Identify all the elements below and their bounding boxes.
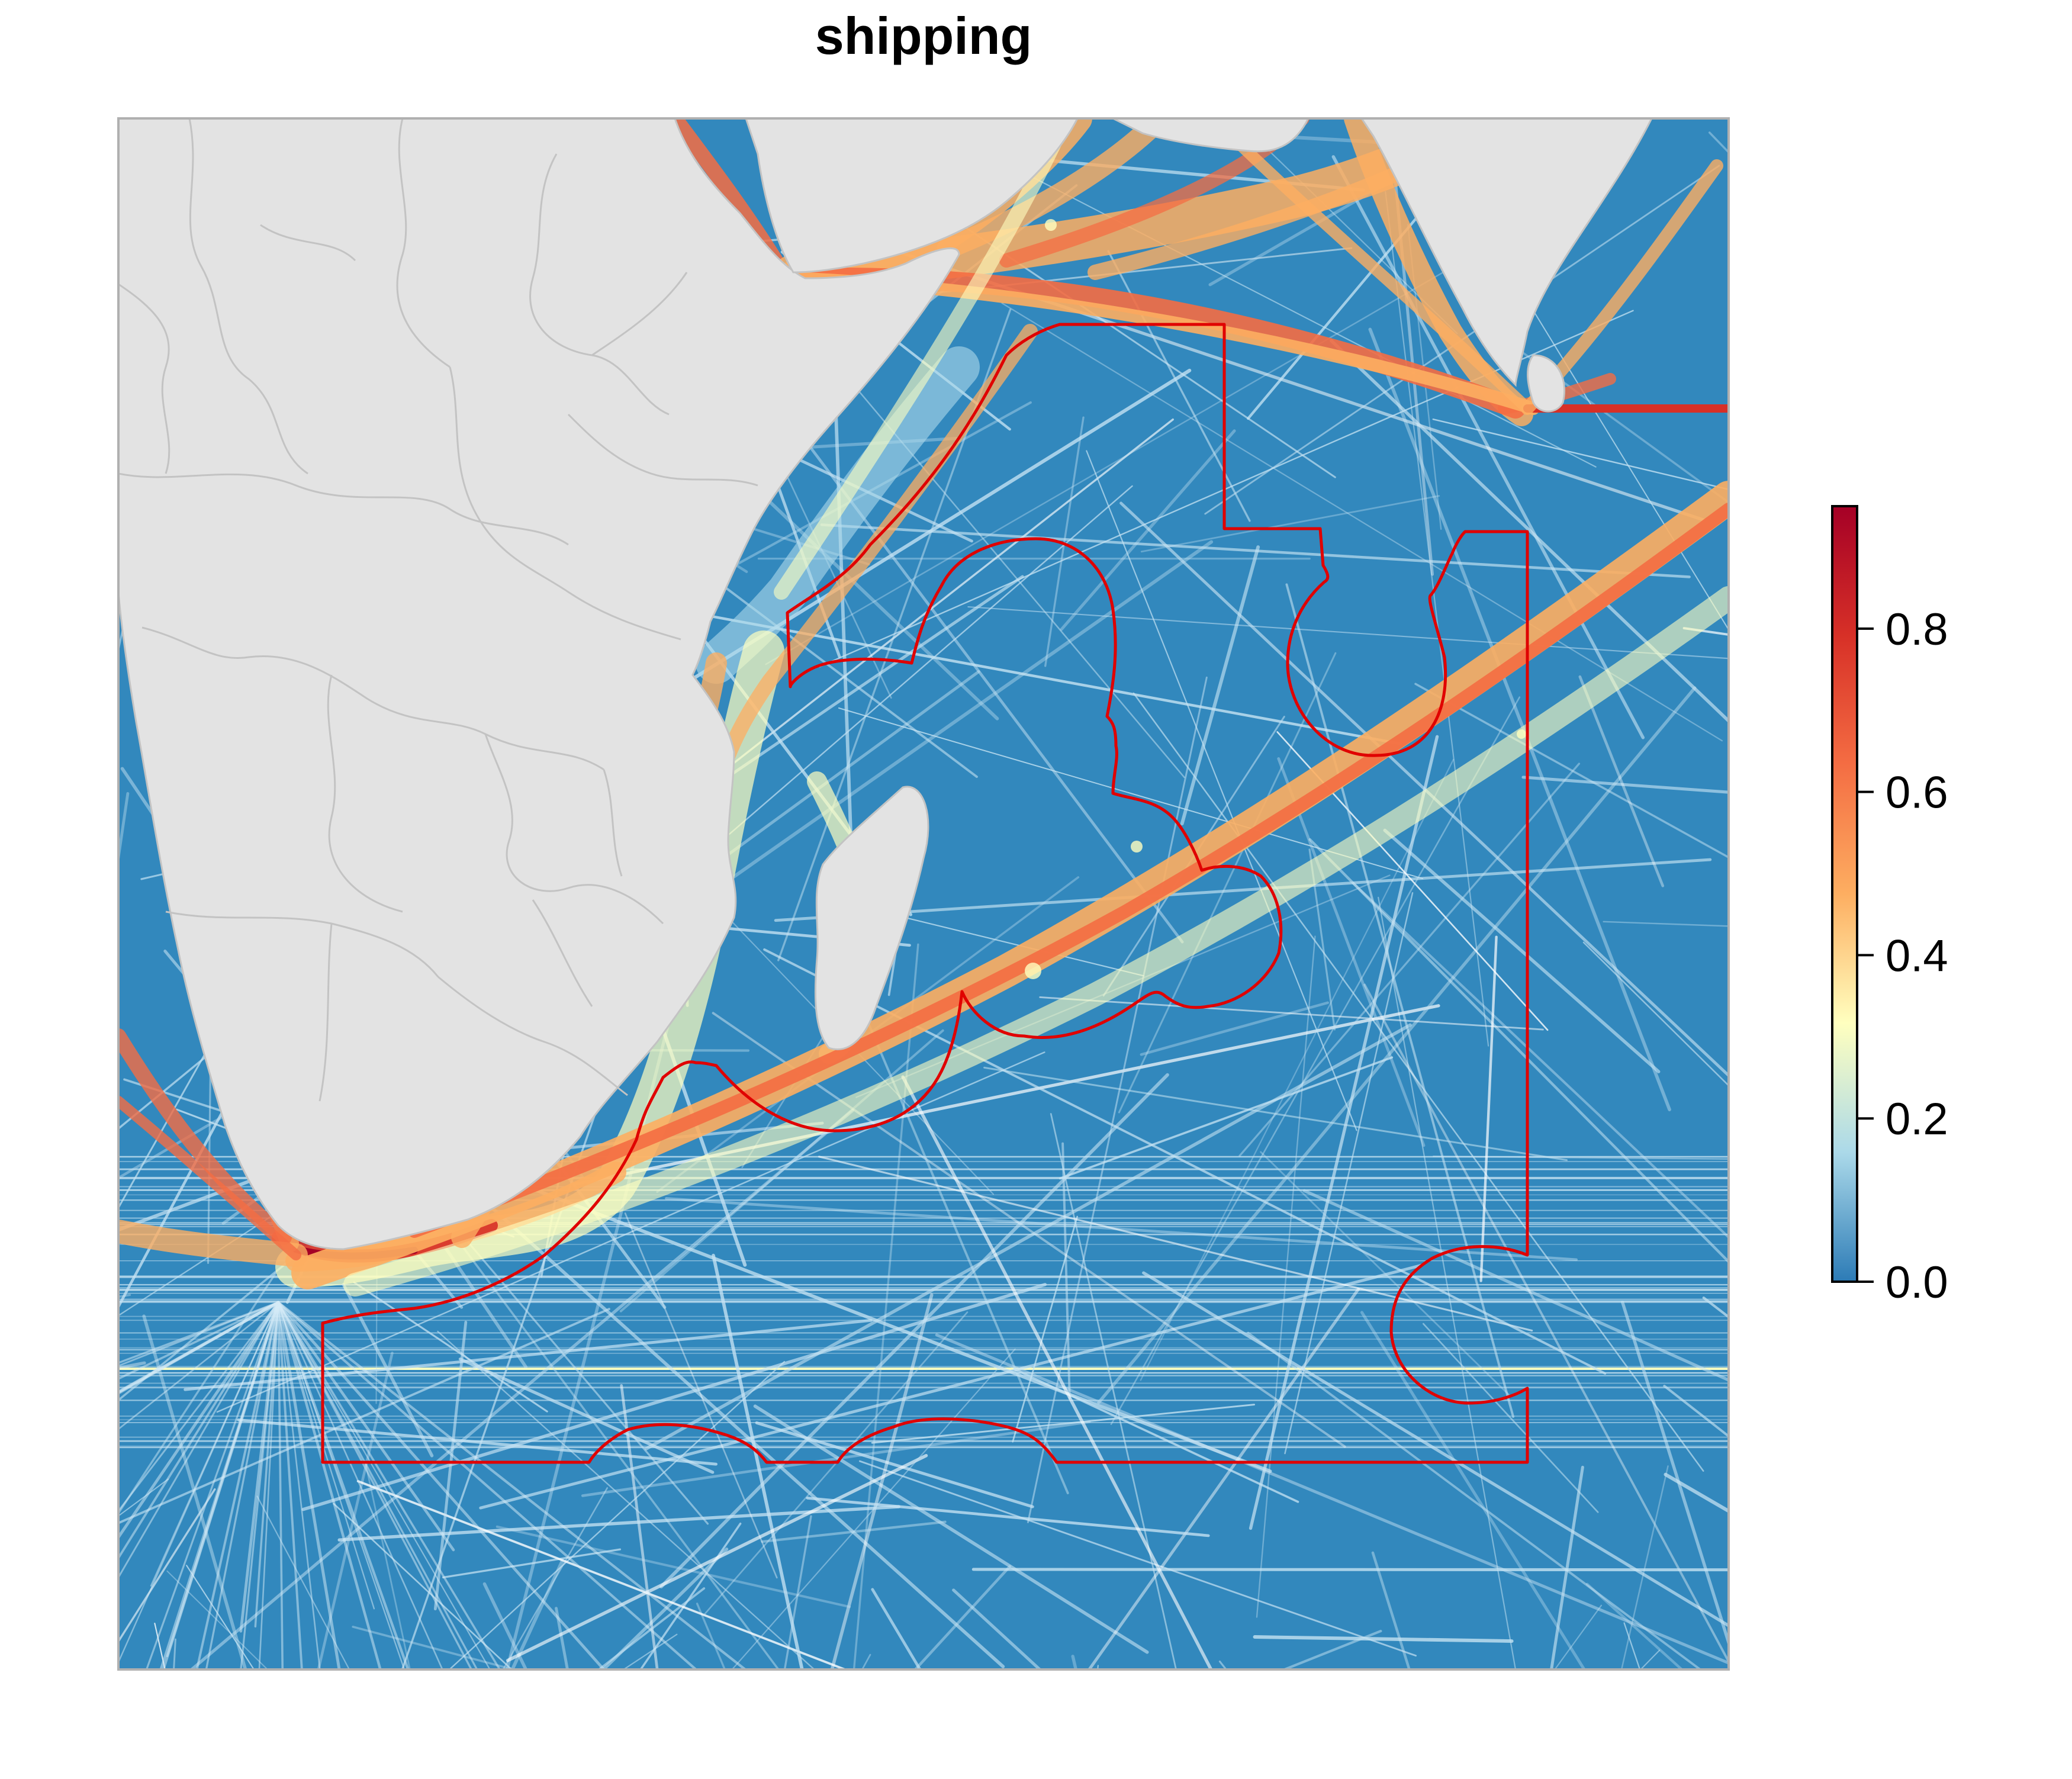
map-panel <box>0 118 2072 1776</box>
track-line <box>973 1569 1918 1570</box>
colorbar-ticks: 0.0 0.2 0.4 0.6 0.8 <box>1857 604 1948 1308</box>
colorbar-tick-label: 0.4 <box>1886 931 1948 981</box>
hotspot <box>1045 219 1057 231</box>
colorbar-tick-label: 0.8 <box>1886 604 1948 655</box>
track-line <box>46 793 128 1351</box>
colorbar-tick-label: 0.0 <box>1886 1257 1948 1308</box>
colorbar-gradient <box>1832 506 1857 1282</box>
hotspot <box>1517 729 1526 739</box>
track-line <box>1704 1298 2071 1581</box>
hotspot <box>1025 963 1041 979</box>
track-line <box>724 1655 870 1776</box>
track-line <box>1069 1665 1098 1776</box>
track-line <box>1073 1656 1292 1776</box>
colorbar-tick-label: 0.2 <box>1886 1094 1948 1144</box>
colorbar-tick-label: 0.6 <box>1886 768 1948 818</box>
hotspot <box>1131 841 1143 852</box>
track-line <box>1710 133 2072 680</box>
track-line <box>0 1295 130 1382</box>
colorbar: 0.0 0.2 0.4 0.6 0.8 <box>1832 506 1948 1308</box>
map-title: shipping <box>0 6 1847 66</box>
track-line <box>1220 1662 1816 1776</box>
